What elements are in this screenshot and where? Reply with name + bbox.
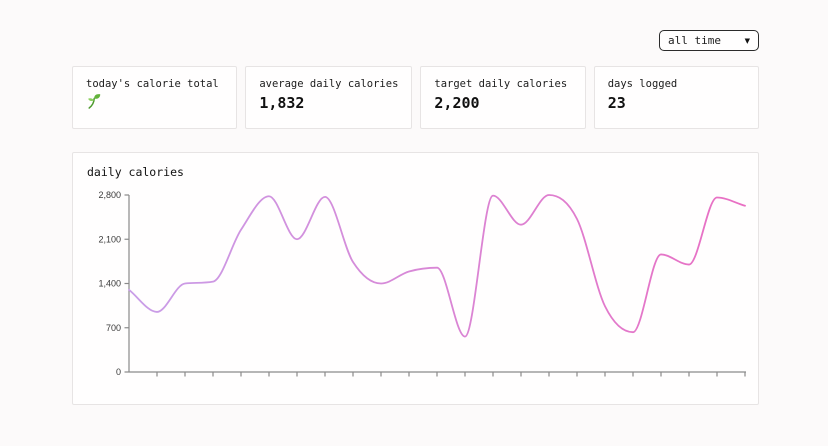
stat-card-today-total: today's calorie total bbox=[72, 66, 238, 129]
stat-label: today's calorie total bbox=[86, 78, 219, 90]
y-tick-label: 1,400 bbox=[98, 279, 121, 289]
chevron-down-icon: ▼ bbox=[744, 36, 750, 45]
time-range-select[interactable]: all time ▼ bbox=[659, 30, 759, 51]
stat-label: days logged bbox=[607, 78, 678, 90]
stat-value: 2,200 bbox=[434, 94, 480, 112]
stat-card-average-daily: average daily calories 1,832 bbox=[245, 66, 413, 129]
daily-calories-chart: 0 700 1,400 2,100 2,800 bbox=[98, 190, 746, 377]
stats-row: today's calorie total average daily calo… bbox=[72, 66, 760, 129]
stat-card-target-daily: target daily calories 2,200 bbox=[420, 66, 586, 129]
stat-label: average daily calories bbox=[259, 78, 399, 90]
y-tick-label: 0 bbox=[116, 367, 121, 377]
daily-calories-chart-card: daily calories 0 700 1,400 2,100 2,800 bbox=[72, 152, 759, 405]
calorie-line bbox=[128, 194, 746, 338]
stat-value: 1,832 bbox=[259, 94, 305, 112]
seedling-icon bbox=[86, 93, 223, 110]
stat-value: 23 bbox=[607, 94, 626, 112]
y-tick-label: 2,800 bbox=[98, 190, 121, 200]
chart-title: daily calories bbox=[87, 165, 184, 179]
stat-card-days-logged: days logged 23 bbox=[593, 66, 760, 129]
time-range-value: all time bbox=[668, 34, 721, 47]
stat-label: target daily calories bbox=[434, 78, 568, 90]
y-tick-label: 2,100 bbox=[98, 234, 121, 244]
y-tick-label: 700 bbox=[106, 323, 121, 333]
